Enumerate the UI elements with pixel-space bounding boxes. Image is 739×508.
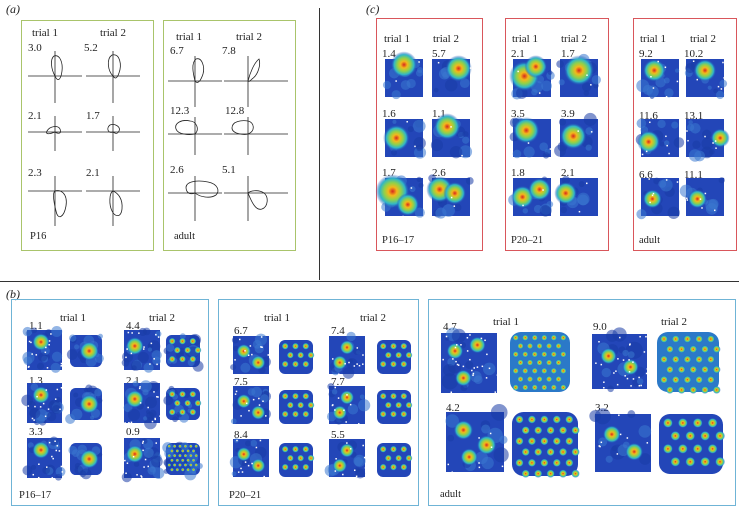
score-value: 8.4 xyxy=(234,429,248,441)
score-value: 10.2 xyxy=(684,48,704,60)
age-label: adult xyxy=(174,231,195,242)
score-value: 2.3 xyxy=(28,167,42,179)
trial-header: trial 1 xyxy=(640,33,666,45)
score-value: 3.3 xyxy=(29,426,43,438)
panel-b-p16-17-box: trial 1 trial 2 1.1 4.4 1.3 2.1 3.3 0.9 … xyxy=(11,299,209,506)
score-value: 1.7 xyxy=(561,48,575,60)
trial-header: trial 1 xyxy=(493,316,519,328)
age-label: P16–17 xyxy=(382,235,415,246)
trial-header: trial 1 xyxy=(176,31,202,43)
trial-header: trial 2 xyxy=(236,31,262,43)
age-label: P16 xyxy=(30,231,47,242)
score-value: 4.2 xyxy=(446,402,460,414)
score-value: 5.5 xyxy=(331,429,345,441)
score-value: 4.4 xyxy=(126,320,140,332)
panel-c-adult-box: trial 1 trial 2 9.2 10.2 11.6 13.1 6.6 1… xyxy=(633,18,737,251)
trial-header: trial 1 xyxy=(32,27,58,39)
polar-plot xyxy=(168,56,288,221)
score-value: 2.1 xyxy=(511,48,525,60)
horizontal-divider xyxy=(0,281,739,282)
score-value: 1.1 xyxy=(432,108,446,120)
score-value: 7.5 xyxy=(234,376,248,388)
score-value: 7.8 xyxy=(222,45,236,57)
score-value: 2.1 xyxy=(126,375,140,387)
trial-header: trial 2 xyxy=(100,27,126,39)
score-value: 6.7 xyxy=(170,45,184,57)
trial-header: trial 2 xyxy=(690,33,716,45)
score-value: 5.7 xyxy=(432,48,446,60)
score-value: 0.9 xyxy=(126,426,140,438)
score-value: 13.1 xyxy=(684,110,704,122)
age-label: adult xyxy=(440,489,461,500)
panel-a-adult-box: trial 1 trial 2 6.7 7.8 12.3 12.8 2.6 5.… xyxy=(163,20,296,251)
trial-header: trial 2 xyxy=(149,312,175,324)
score-value: 9.2 xyxy=(639,48,653,60)
score-value: 1.8 xyxy=(511,167,525,179)
score-value: 3.9 xyxy=(561,108,575,120)
score-value: 11.6 xyxy=(639,110,658,122)
panel-label-c: (c) xyxy=(366,2,380,16)
score-value: 1.6 xyxy=(382,108,396,120)
trial-header: trial 2 xyxy=(561,33,587,45)
panel-label-b: (b) xyxy=(6,287,20,301)
score-value: 3.0 xyxy=(28,42,42,54)
panel-b-p20-21-box: trial 1 trial 2 6.7 7.4 7.5 7.7 8.4 5.5 … xyxy=(218,299,419,506)
panel-b-adult-box: trial 1 trial 2 4.7 9.0 4.2 3.2 adult xyxy=(428,299,736,506)
age-label: P16–17 xyxy=(19,490,52,501)
score-value: 2.1 xyxy=(86,167,100,179)
vertical-divider xyxy=(319,8,320,280)
score-value: 12.8 xyxy=(225,105,245,117)
score-value: 9.0 xyxy=(593,321,607,333)
score-value: 1.3 xyxy=(29,375,43,387)
score-value: 5.1 xyxy=(222,164,236,176)
score-value: 2.6 xyxy=(170,164,184,176)
score-value: 2.1 xyxy=(561,167,575,179)
score-value: 1.4 xyxy=(382,48,396,60)
score-value: 2.1 xyxy=(28,110,42,122)
score-value: 7.4 xyxy=(331,325,345,337)
score-value: 6.7 xyxy=(234,325,248,337)
polar-plot xyxy=(28,51,140,226)
score-value: 6.6 xyxy=(639,169,653,181)
trial-header: trial 1 xyxy=(384,33,410,45)
age-label: P20–21 xyxy=(229,490,262,501)
trial-header: trial 2 xyxy=(661,316,687,328)
trial-header: trial 1 xyxy=(512,33,538,45)
age-label: P20–21 xyxy=(511,235,544,246)
score-value: 5.2 xyxy=(84,42,98,54)
panel-c-p20-21-box: trial 1 trial 2 2.1 1.7 3.5 3.9 1.8 2.1 … xyxy=(505,18,609,251)
score-value: 1.7 xyxy=(86,110,100,122)
score-value: 2.6 xyxy=(432,167,446,179)
score-value: 11.1 xyxy=(684,169,703,181)
trial-header: trial 1 xyxy=(60,312,86,324)
score-value: 1.1 xyxy=(29,320,43,332)
score-value: 7.7 xyxy=(331,376,345,388)
trial-header: trial 2 xyxy=(433,33,459,45)
trial-header: trial 2 xyxy=(360,312,386,324)
score-value: 3.5 xyxy=(511,108,525,120)
score-value: 4.7 xyxy=(443,321,457,333)
panel-label-a: (a) xyxy=(6,2,20,16)
score-value: 12.3 xyxy=(170,105,190,117)
score-value: 3.2 xyxy=(595,402,609,414)
panel-c-p16-17-box: trial 1 trial 2 1.4 5.7 1.6 1.1 1.7 2.6 … xyxy=(376,18,483,251)
panel-a-p16-box: trial 1 trial 2 3.0 5.2 2.1 1.7 2.3 2.1 … xyxy=(21,20,154,251)
age-label: adult xyxy=(639,235,660,246)
score-value: 1.7 xyxy=(382,167,396,179)
trial-header: trial 1 xyxy=(264,312,290,324)
